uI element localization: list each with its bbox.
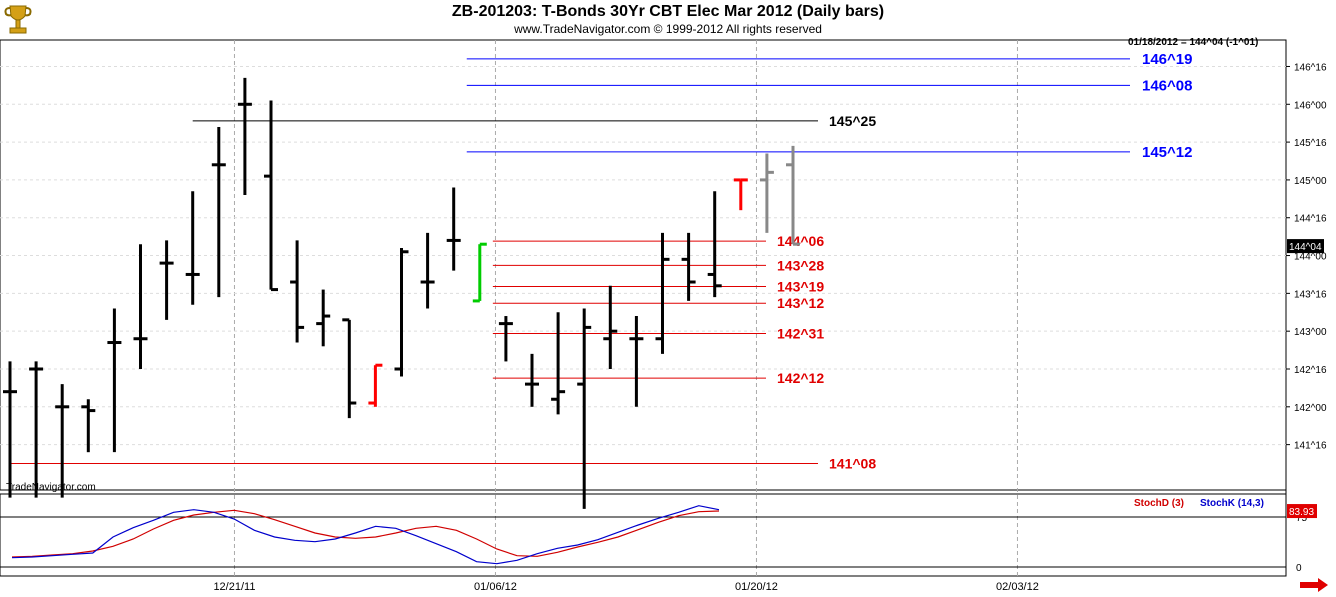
y-tick-label: 146^16 [1294,62,1327,73]
stoch-value-tag [1287,504,1317,519]
level-label: 144^06 [777,233,824,249]
y-tick-label: 142^00 [1294,403,1327,414]
level-label: 145^25 [829,113,876,129]
level-label: 142^12 [777,370,824,386]
stoch-tick-label: 0 [1296,563,1302,574]
y-tick-label: 142^16 [1294,365,1327,376]
stoch-tick-label: 75 [1296,513,1308,524]
stoch-legend-k: StochK (14,3) [1200,498,1264,509]
level-label: 146^19 [1142,51,1192,68]
chart-title: ZB-201203: T-Bonds 30Yr CBT Elec Mar 201… [451,3,885,20]
last-price-label: 144^04 [1289,242,1322,253]
stoch-legend-d: StochD (3) [1134,498,1184,509]
x-tick-label: 12/21/11 [213,581,255,593]
stoch-line [11,505,720,565]
stoch-line [11,509,720,558]
y-tick-label: 144^00 [1294,252,1327,263]
x-tick-label: 01/20/12 [735,581,778,593]
stoch-value-label: 83.93 [1289,507,1314,518]
level-label: 141^08 [829,456,876,472]
watermark-text: TradeNavigator.com [6,482,96,493]
level-label: 145^12 [1142,144,1192,161]
copyright-text: www.TradeNavigator.com © 1999-2012 All r… [514,22,822,36]
y-tick-label: 144^16 [1294,214,1327,225]
y-tick-label: 145^00 [1294,176,1327,187]
level-label: 143^12 [777,295,824,311]
x-tick-label: 01/06/12 [474,581,517,593]
y-tick-label: 141^16 [1294,441,1327,452]
stochastic-panel-frame [0,493,1287,577]
y-tick-label: 146^00 [1294,100,1327,111]
y-tick-label: 143^00 [1294,327,1327,338]
last-price-tag [1287,239,1324,254]
level-label: 142^31 [777,325,824,341]
level-label: 146^08 [1142,77,1192,94]
level-label: 143^19 [777,279,824,295]
level-label: 143^28 [777,257,824,273]
price-readout: 01/18/2012 = 144^04 (-1^01) [1128,37,1259,48]
x-tick-label: 02/03/12 [996,581,1039,593]
y-tick-label: 145^16 [1294,138,1327,149]
scroll-right-arrow-icon[interactable] [1298,578,1330,592]
trophy-icon [2,2,34,36]
y-tick-label: 143^16 [1294,289,1327,300]
